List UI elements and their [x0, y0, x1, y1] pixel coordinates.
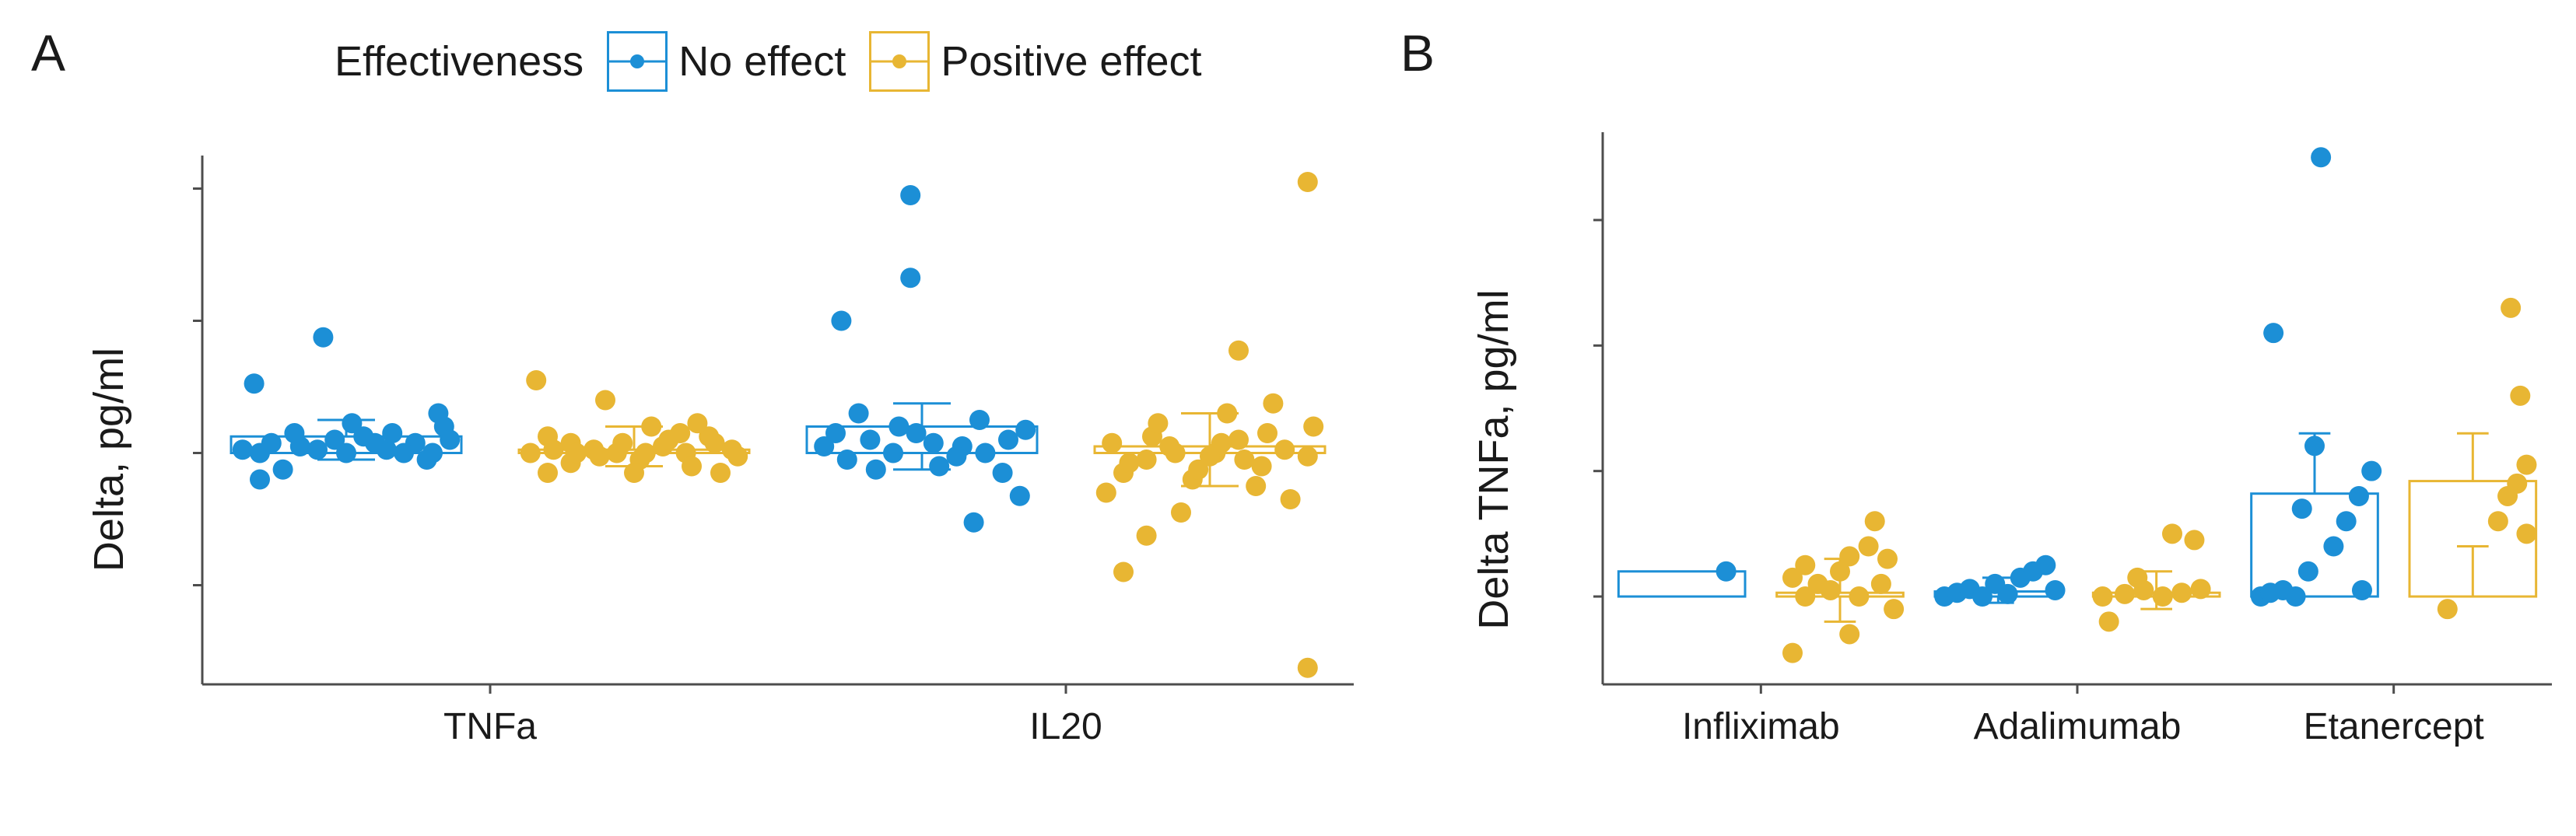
figure: A Effectiveness No effect Positive effec… [0, 0, 2576, 836]
svg-text:Etanercept: Etanercept [2304, 706, 2484, 747]
svg-text:IL20: IL20 [1029, 706, 1102, 747]
panel-a-plot: -4004080TNFaIL20 [187, 156, 1354, 754]
legend-item-positive-effect: Positive effect [869, 31, 1201, 92]
panel-b-plot: 0102030InfliximabAdalimumabEtanercept [1587, 132, 2552, 754]
svg-text:Infliximab: Infliximab [1682, 706, 1840, 747]
panel-b: B Delta TNFa, pg/ml 0102030InfliximabAda… [1385, 0, 2576, 836]
svg-text:TNFa: TNFa [443, 706, 537, 747]
panel-a-svg: -4004080TNFaIL20 [187, 156, 1354, 754]
panel-a-ylabel: Delta, pg/ml [85, 304, 133, 615]
legend-item-no-effect: No effect [607, 31, 846, 92]
legend: Effectiveness No effect Positive effect [335, 31, 1202, 92]
panel-b-ylabel: Delta TNFa, pg/ml [1470, 265, 1518, 654]
panel-a: A Effectiveness No effect Positive effec… [0, 0, 1385, 836]
legend-label-no-effect: No effect [678, 37, 846, 86]
svg-text:Adalimumab: Adalimumab [1974, 706, 2182, 747]
legend-title: Effectiveness [335, 37, 584, 86]
legend-swatch-blue [607, 31, 668, 92]
legend-label-positive-effect: Positive effect [941, 37, 1201, 86]
panel-b-svg: 0102030InfliximabAdalimumabEtanercept [1587, 132, 2552, 754]
panel-a-label: A [31, 23, 65, 82]
panel-b-label: B [1400, 23, 1435, 82]
legend-swatch-yellow [869, 31, 930, 92]
